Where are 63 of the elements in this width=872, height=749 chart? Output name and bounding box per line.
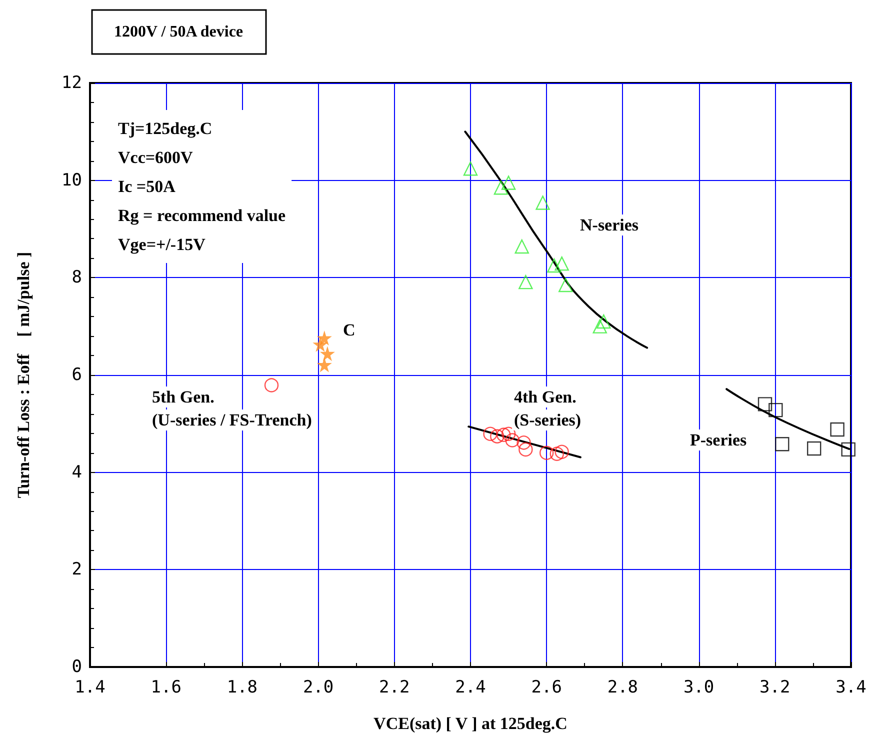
annotation: Vge=+/-15V xyxy=(118,235,206,254)
line-series xyxy=(464,130,648,349)
annotation: Ic =50A xyxy=(118,177,176,196)
point xyxy=(554,444,569,459)
x-tick-label: 2.0 xyxy=(302,678,334,698)
series-label: P-series xyxy=(690,430,748,450)
x-tick-label: 1.6 xyxy=(150,678,182,698)
point xyxy=(806,441,822,456)
point xyxy=(501,426,516,441)
y-tick-label: 10 xyxy=(62,170,82,190)
y-tick-label: 12 xyxy=(62,73,82,93)
point xyxy=(463,162,478,176)
x-tick-label: 3.4 xyxy=(836,678,866,698)
y-tick-label: 8 xyxy=(72,268,82,288)
x-tick-label: 2.8 xyxy=(607,678,638,698)
point xyxy=(320,346,335,362)
point xyxy=(490,429,504,444)
point xyxy=(518,274,533,290)
y-tick-label: 4 xyxy=(72,462,82,482)
point xyxy=(554,256,569,271)
point xyxy=(494,180,508,195)
chart-title: 1200V / 50A device xyxy=(114,24,244,40)
series-label: 5th Gen. (U-series / FS-Trench) xyxy=(152,388,312,430)
y-tick-label: 6 xyxy=(72,365,82,385)
point xyxy=(505,433,520,448)
y-tick-label: 2 xyxy=(72,560,82,580)
point xyxy=(550,446,564,461)
x-tick-label: 3.0 xyxy=(683,678,714,698)
point xyxy=(547,258,562,273)
point xyxy=(830,422,844,437)
point xyxy=(841,442,856,457)
point xyxy=(514,239,529,254)
series-label: C xyxy=(343,320,356,340)
point xyxy=(596,314,611,329)
x-tick-label: 1.4 xyxy=(74,678,106,698)
x-tick-label: 2.4 xyxy=(455,678,486,698)
point xyxy=(483,426,498,441)
series-label: 4th Gen. (S-series) xyxy=(514,388,582,430)
x-tick-label: 2.6 xyxy=(531,678,562,698)
point xyxy=(536,196,550,210)
x-tick-label: 1.8 xyxy=(226,678,258,698)
point xyxy=(758,397,772,412)
point xyxy=(558,278,573,292)
point xyxy=(516,436,531,450)
point xyxy=(518,442,533,457)
point xyxy=(540,446,554,460)
point xyxy=(775,437,790,452)
annotation: Vcc=600V xyxy=(118,148,194,167)
point xyxy=(501,176,516,190)
point xyxy=(768,402,783,418)
x-tick-label: 2.2 xyxy=(379,678,410,698)
series-label: N-series xyxy=(580,216,639,234)
annotation: Tj=125deg.C xyxy=(118,119,212,138)
point xyxy=(496,428,511,442)
annotation: Rg = recommend value xyxy=(118,206,286,225)
point xyxy=(264,378,279,392)
y-tick-label: 0 xyxy=(72,657,82,677)
y-axis-title: Turn-off Loss : Eoff [ mJ/pulse ] xyxy=(14,252,33,498)
point xyxy=(312,336,328,352)
x-tick-label: 3.2 xyxy=(760,678,790,698)
point xyxy=(592,319,607,334)
point xyxy=(316,357,332,372)
x-axis-title: VCE(sat) [ V ] at 125deg.C xyxy=(374,714,568,733)
